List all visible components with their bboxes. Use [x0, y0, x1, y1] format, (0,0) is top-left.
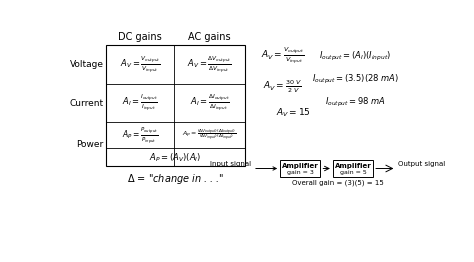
- Text: $A_V = \frac{V_{output}}{V_{input}}$: $A_V = \frac{V_{output}}{V_{input}}$: [119, 54, 160, 75]
- Bar: [333, 160, 373, 177]
- Text: AC gains: AC gains: [188, 32, 231, 42]
- Text: $\Delta$ = "change in . . .": $\Delta$ = "change in . . .": [127, 172, 224, 185]
- Text: $A_I = \frac{\Delta I_{output}}{\Delta I_{input}}$: $A_I = \frac{\Delta I_{output}}{\Delta I…: [190, 93, 229, 113]
- Text: gain = 5: gain = 5: [339, 170, 366, 175]
- Text: Overall gain = (3)(5) = 15: Overall gain = (3)(5) = 15: [292, 180, 384, 186]
- Text: Amplifier: Amplifier: [282, 163, 319, 169]
- Text: Current: Current: [69, 99, 103, 107]
- Text: $A_P = (A_V)(A_I)$: $A_P = (A_V)(A_I)$: [149, 151, 201, 163]
- Text: $A_I = \frac{I_{output}}{I_{input}}$: $A_I = \frac{I_{output}}{I_{input}}$: [122, 93, 158, 113]
- Text: $A_P = \frac{P_{output}}{P_{input}}$: $A_P = \frac{P_{output}}{P_{input}}$: [122, 125, 158, 145]
- Text: Voltage: Voltage: [69, 60, 103, 69]
- Text: $I_{output} = (A_I)(I_{input})$: $I_{output} = (A_I)(I_{input})$: [319, 50, 392, 63]
- Text: $A_V = \frac{30\ V}{2\ V}$: $A_V = \frac{30\ V}{2\ V}$: [263, 79, 302, 95]
- Text: $A_P = \frac{(\Delta V_{output})(\Delta I_{output})}{(\Delta V_{input})(\Delta I: $A_P = \frac{(\Delta V_{output})(\Delta …: [182, 128, 237, 143]
- Text: $A_V = 15$: $A_V = 15$: [276, 106, 311, 118]
- Text: Power: Power: [76, 140, 103, 149]
- Bar: [106, 45, 245, 166]
- Text: Amplifier: Amplifier: [335, 163, 371, 169]
- Text: Output signal: Output signal: [398, 161, 445, 167]
- Text: $I_{output} = (3.5)(28\ mA)$: $I_{output} = (3.5)(28\ mA)$: [312, 73, 399, 86]
- Text: gain = 3: gain = 3: [287, 170, 314, 175]
- Text: Input signal: Input signal: [210, 161, 251, 167]
- Text: $A_V = \frac{\Delta V_{output}}{\Delta V_{input}}$: $A_V = \frac{\Delta V_{output}}{\Delta V…: [187, 54, 232, 75]
- Text: DC gains: DC gains: [118, 32, 162, 42]
- Text: $A_V = \frac{V_{output}}{V_{input}}$: $A_V = \frac{V_{output}}{V_{input}}$: [261, 46, 304, 67]
- Bar: [280, 160, 320, 177]
- Text: $I_{output} = 98\ mA$: $I_{output} = 98\ mA$: [325, 96, 386, 109]
